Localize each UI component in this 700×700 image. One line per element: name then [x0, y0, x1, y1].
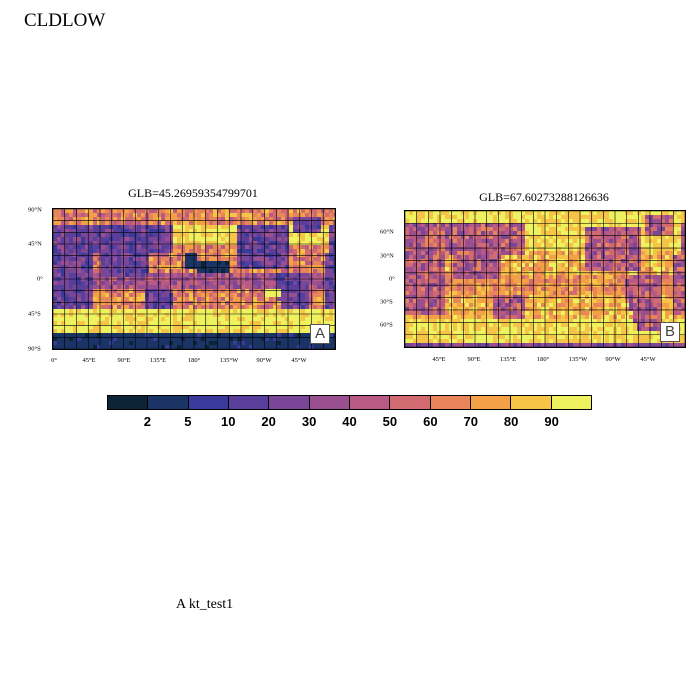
graticule: [53, 209, 335, 349]
colorbar-label: 2: [143, 414, 152, 429]
colorbar: [107, 395, 592, 410]
panel-a-x-tick: 0°: [51, 357, 57, 364]
panel-b-map: [404, 210, 686, 348]
panel-a-x-tick: 90°W: [256, 357, 272, 364]
panel-b-x-tick: 90°E: [467, 356, 481, 363]
colorbar-swatch: [148, 396, 189, 409]
colorbar-label: 30: [301, 414, 317, 429]
panel-b-x-tick: 180°: [536, 356, 550, 363]
panel-a-x-tick: 90°E: [117, 357, 131, 364]
panel-a-y-tick: 45°N: [28, 240, 42, 248]
colorbar-swatch: [269, 396, 310, 409]
panel-b-title: GLB=67.60273288126636: [479, 190, 609, 204]
panel-a-y-tick: 0°: [37, 275, 43, 283]
colorbar-label: 40: [342, 414, 357, 429]
panel-a-x-tick: 45°W: [291, 357, 307, 364]
colorbar-swatch: [188, 396, 229, 409]
panel-b-y-tick: 30°N: [380, 252, 394, 260]
colorbar-swatch: [551, 396, 591, 409]
colorbar-swatch: [511, 396, 552, 409]
panel-a-map: [52, 208, 336, 350]
colorbar-label: 20: [261, 414, 276, 429]
panel-b-x-tick: 45°E: [432, 356, 446, 363]
panel-a-y-tick: 90°N: [28, 206, 42, 214]
colorbar-swatch: [108, 396, 149, 409]
panel-b-x-tick: 135°E: [499, 356, 517, 363]
panel-b-x-tick: 135°W: [568, 356, 588, 363]
panel-a-y-tick: 90°S: [28, 345, 41, 353]
colorbar-label: 5: [184, 414, 192, 429]
colorbar-swatch: [309, 396, 350, 409]
figure-title: CLDLOW: [24, 10, 106, 31]
colorbar-label: 50: [382, 414, 398, 429]
footer-label: A kt_test1: [176, 597, 234, 612]
colorbar-swatch: [349, 396, 391, 409]
colorbar-label: 80: [503, 414, 519, 429]
panel-b-x-tick: 90°W: [605, 356, 621, 363]
panel-b-badge: B: [660, 322, 680, 342]
panel-b-y-tick: 0°: [389, 275, 395, 283]
panel-b-x-tick: 45°W: [640, 356, 656, 363]
colorbar-swatch: [470, 396, 512, 409]
colorbar-label: 10: [221, 414, 236, 429]
colorbar-swatch: [228, 396, 270, 409]
colorbar-swatch: [390, 396, 431, 409]
colorbar-label: 60: [423, 414, 438, 429]
colorbar-label: 70: [463, 414, 478, 429]
panel-a-x-tick: 45°E: [82, 357, 96, 364]
panel-a-y-tick: 45°S: [28, 310, 41, 318]
panel-b-y-tick: 30°S: [380, 298, 393, 306]
panel-b-y-tick: 60°N: [380, 228, 394, 236]
panel-b-y-tick: 60°S: [380, 321, 393, 329]
panel-a-x-tick: 180°: [187, 357, 201, 364]
panel-a-x-tick: 135°E: [149, 357, 167, 364]
colorbar-label: 90: [544, 414, 559, 429]
panel-a-title: GLB=45.26959354799701: [128, 186, 258, 200]
colorbar-swatch: [430, 396, 471, 409]
panel-a-x-tick: 135°W: [219, 357, 239, 364]
panel-a-badge: A: [310, 324, 330, 344]
